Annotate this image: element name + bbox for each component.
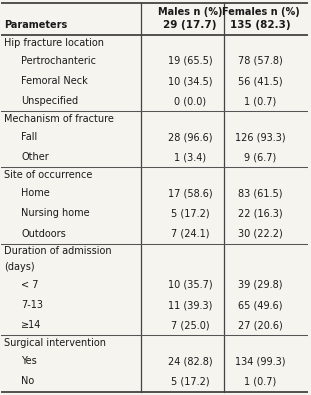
- Text: 17 (58.6): 17 (58.6): [168, 188, 212, 198]
- Text: ≥14: ≥14: [21, 320, 42, 330]
- Text: 39 (29.8): 39 (29.8): [238, 280, 283, 290]
- Text: 29 (17.7): 29 (17.7): [163, 21, 217, 30]
- Text: 135 (82.3): 135 (82.3): [230, 21, 291, 30]
- Text: Mechanism of fracture: Mechanism of fracture: [4, 114, 114, 124]
- Text: 24 (82.8): 24 (82.8): [168, 356, 212, 366]
- Text: 10 (35.7): 10 (35.7): [168, 280, 212, 290]
- Text: 78 (57.8): 78 (57.8): [238, 56, 283, 66]
- Text: < 7: < 7: [21, 280, 39, 290]
- Text: Outdoors: Outdoors: [21, 229, 66, 239]
- Text: Hip fracture location: Hip fracture location: [4, 38, 104, 48]
- Text: Femoral Neck: Femoral Neck: [21, 76, 88, 86]
- Text: Females n (%): Females n (%): [222, 7, 299, 17]
- Text: Other: Other: [21, 152, 49, 162]
- Text: 5 (17.2): 5 (17.2): [171, 208, 209, 218]
- Text: Unspecified: Unspecified: [21, 96, 78, 106]
- Text: 19 (65.5): 19 (65.5): [168, 56, 212, 66]
- Text: Home: Home: [21, 188, 50, 198]
- Text: 7 (24.1): 7 (24.1): [171, 229, 209, 239]
- Text: 126 (93.3): 126 (93.3): [235, 132, 286, 142]
- Text: Males n (%): Males n (%): [158, 7, 222, 17]
- Text: 9 (6.7): 9 (6.7): [244, 152, 277, 162]
- Text: 1 (0.7): 1 (0.7): [244, 96, 277, 106]
- Text: 7 (25.0): 7 (25.0): [171, 320, 209, 330]
- Text: 56 (41.5): 56 (41.5): [238, 76, 283, 86]
- Text: Duration of admission: Duration of admission: [4, 246, 112, 256]
- Text: Nursing home: Nursing home: [21, 208, 90, 218]
- Text: Yes: Yes: [21, 356, 37, 366]
- Text: (days): (days): [4, 262, 35, 272]
- Text: 1 (0.7): 1 (0.7): [244, 376, 277, 386]
- Text: 65 (49.6): 65 (49.6): [238, 300, 283, 310]
- Text: Site of occurrence: Site of occurrence: [4, 170, 93, 180]
- Text: Fall: Fall: [21, 132, 38, 142]
- Text: Parameters: Parameters: [4, 21, 68, 30]
- Text: 7-13: 7-13: [21, 300, 43, 310]
- Text: 11 (39.3): 11 (39.3): [168, 300, 212, 310]
- Text: 22 (16.3): 22 (16.3): [238, 208, 283, 218]
- Text: Pertrochanteric: Pertrochanteric: [21, 56, 96, 66]
- Text: 134 (99.3): 134 (99.3): [235, 356, 286, 366]
- Text: 10 (34.5): 10 (34.5): [168, 76, 212, 86]
- Text: 5 (17.2): 5 (17.2): [171, 376, 209, 386]
- Text: 1 (3.4): 1 (3.4): [174, 152, 206, 162]
- Text: 28 (96.6): 28 (96.6): [168, 132, 212, 142]
- Text: 0 (0.0): 0 (0.0): [174, 96, 206, 106]
- Text: 83 (61.5): 83 (61.5): [238, 188, 283, 198]
- Text: Surgical intervention: Surgical intervention: [4, 338, 106, 348]
- Text: No: No: [21, 376, 35, 386]
- Text: 27 (20.6): 27 (20.6): [238, 320, 283, 330]
- Text: 30 (22.2): 30 (22.2): [238, 229, 283, 239]
